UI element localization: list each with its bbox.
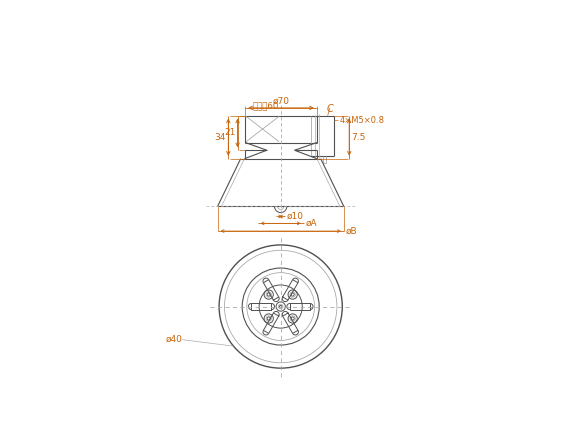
Text: ø40: ø40 (165, 335, 182, 344)
Text: 21: 21 (224, 128, 236, 137)
Text: ø70: ø70 (273, 97, 290, 106)
Text: C: C (326, 104, 333, 114)
Text: 4×M5×0.8: 4×M5×0.8 (340, 116, 385, 125)
Text: 34: 34 (215, 133, 226, 142)
Text: ø10: ø10 (287, 212, 304, 221)
Text: øA: øA (305, 219, 317, 228)
Text: øB: øB (345, 226, 357, 236)
Text: 二面幈60: 二面幈60 (253, 101, 279, 110)
Text: 7.5: 7.5 (352, 133, 366, 142)
